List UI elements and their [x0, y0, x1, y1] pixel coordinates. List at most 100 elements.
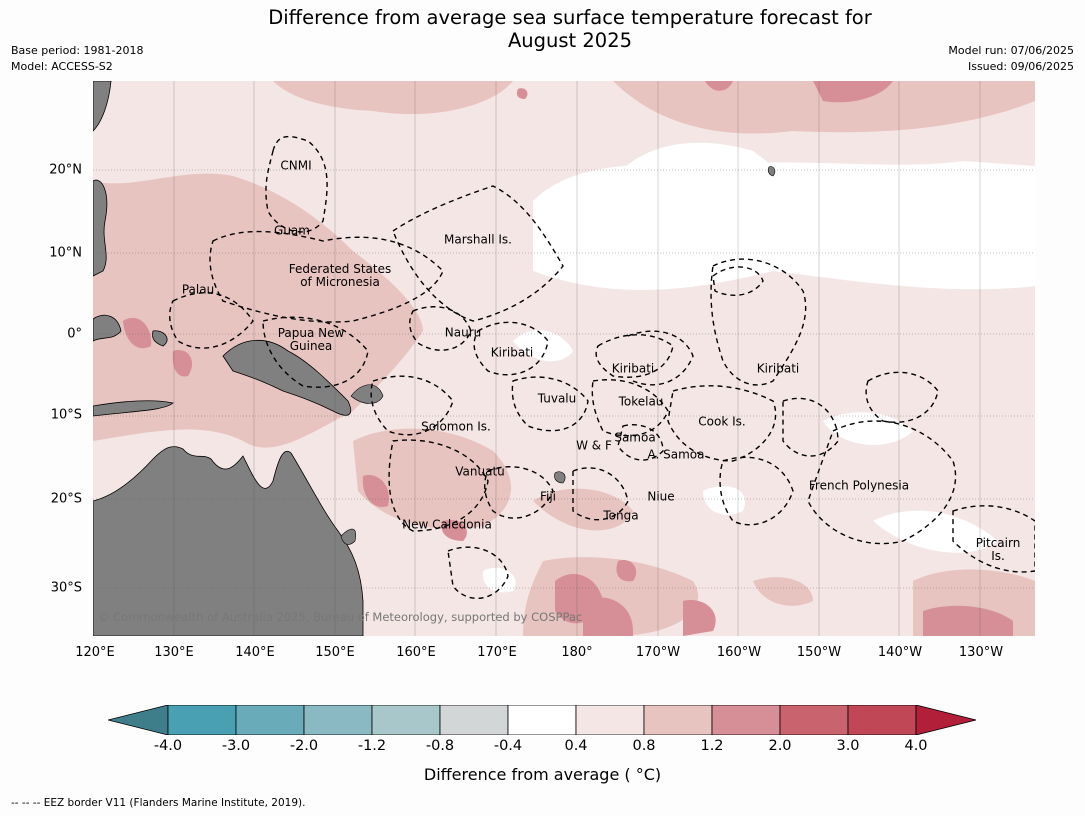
- lat-label: 10°S: [50, 407, 82, 423]
- base-period: Base period: 1981-2018: [11, 44, 144, 57]
- lon-label: 140°E: [235, 645, 275, 660]
- lat-label: 20°N: [49, 162, 82, 178]
- label-new-caledonia: New Caledonia: [402, 517, 492, 532]
- colorbar-segment: [439, 704, 509, 736]
- colorbar: [107, 704, 978, 736]
- lat-label: 20°S: [50, 491, 82, 507]
- label-american-samoa: A. Samoa: [647, 447, 705, 462]
- label-marshall-islands: Marshall Is.: [444, 232, 512, 247]
- lon-label: 140°W: [877, 645, 923, 660]
- lon-label: 170°E: [477, 645, 517, 660]
- hot-spot: [683, 600, 716, 636]
- philippines-landmass: [93, 179, 108, 277]
- lon-label: 130°E: [154, 645, 194, 660]
- label-kiribati-central: Kiribati: [611, 361, 655, 376]
- neutral-patch: [873, 510, 998, 553]
- copyright-notice: © Commonwealth of Australia 2025, Bureau…: [98, 610, 583, 624]
- label-png-line-2: Guinea: [289, 339, 333, 353]
- label-cook-islands: Cook Is.: [698, 414, 746, 429]
- label-niue: Niue: [647, 489, 675, 504]
- label-samoa: Samoa: [614, 430, 656, 445]
- map-title: Difference from average sea surface temp…: [180, 6, 960, 52]
- hot-spot: [616, 560, 637, 582]
- label-kiribati-east: Kiribati: [756, 361, 800, 376]
- lon-label: 150°W: [796, 645, 842, 660]
- colorbar-tick-label: 3.0: [836, 738, 860, 754]
- colorbar-tick-label: -1.2: [357, 738, 387, 754]
- hot-spot: [123, 317, 152, 349]
- colorbar-segment: [779, 704, 849, 736]
- colorbar-tick-label: 2.0: [768, 738, 792, 754]
- hot-spot: [813, 81, 893, 103]
- lon-label: 170°W: [635, 645, 681, 660]
- label-solomon-islands: Solomon Is.: [421, 419, 491, 434]
- sst-anomaly-map: [93, 81, 1035, 636]
- warm-region: [613, 81, 1035, 134]
- longitude-gridlines: [173, 81, 981, 636]
- warm-region: [273, 81, 513, 115]
- colorbar-tick-label: -3.0: [221, 738, 251, 754]
- meta-left: Base period: 1981-2018 Model: ACCESS-S2: [11, 43, 143, 75]
- title-line-2: August 2025: [507, 29, 633, 52]
- colorbar-tick-label: -4.0: [153, 738, 183, 754]
- meta-right: Model run: 07/06/2025 Issued: 09/06/2025: [948, 43, 1074, 75]
- timor-landmass: [93, 400, 174, 417]
- warm-region: [93, 173, 423, 448]
- issued-date: Issued: 09/06/2025: [967, 60, 1074, 73]
- colorbar-segment: [847, 704, 917, 736]
- colorbar-segment: [711, 704, 781, 736]
- label-png-line-1: Papua New: [277, 326, 345, 340]
- colorbar-segment: [575, 704, 645, 736]
- colorbar-tick-label: 0.4: [564, 738, 588, 754]
- neutral-patch: [703, 486, 745, 515]
- sulawesi-landmass: [93, 314, 122, 342]
- colorbar-segment: [371, 704, 441, 736]
- label-pitcairn-line-2: Is.: [991, 549, 1005, 563]
- lon-label: 160°E: [396, 645, 436, 660]
- warm-region: [353, 428, 512, 530]
- lon-label: 180°: [561, 645, 593, 660]
- lon-label: 120°E: [75, 645, 115, 660]
- warm-region: [753, 577, 813, 606]
- lat-label: 30°S: [50, 580, 82, 596]
- model-name: Model: ACCESS-S2: [11, 60, 113, 73]
- latitude-gridlines: [93, 169, 1035, 589]
- eez-borders: [169, 135, 1035, 600]
- label-fsm-line-1: Federated States: [288, 262, 392, 276]
- hot-spot: [705, 81, 733, 91]
- colorbar-tick-label: -2.0: [289, 738, 319, 754]
- neutral-patch: [823, 412, 913, 445]
- colorbar-extend-low: [107, 704, 169, 736]
- label-federated-states-micronesia: Federated States of Micronesia: [289, 263, 391, 289]
- lat-label: 0°: [67, 326, 82, 342]
- colorbar-segment: [507, 704, 577, 736]
- label-pitcairn-islands: Pitcairn Is.: [976, 537, 1021, 563]
- label-nauru: Nauru: [444, 325, 482, 340]
- neutral-patch: [513, 330, 573, 362]
- title-line-1: Difference from average sea surface temp…: [268, 6, 872, 29]
- colorbar-graphic: [107, 704, 977, 736]
- label-guam: Guam: [274, 223, 310, 238]
- halmahera-landmass: [152, 330, 168, 347]
- label-tonga: Tonga: [603, 508, 639, 523]
- colorbar-extend-high: [915, 704, 977, 736]
- new-guinea-landmass: [222, 339, 352, 416]
- label-wallis-futuna: W & F: [576, 438, 612, 453]
- colorbar-tick-label: 4.0: [904, 738, 928, 754]
- label-kiribati-west: Kiribati: [490, 345, 534, 360]
- hot-spot: [172, 350, 193, 377]
- label-tuvalu: Tuvalu: [537, 391, 577, 406]
- colorbar-tick-label: 1.2: [700, 738, 724, 754]
- colorbar-segment: [303, 704, 373, 736]
- label-vanuatu: Vanuatu: [455, 464, 505, 479]
- colorbar-segment: [643, 704, 713, 736]
- colorbar-tick-label: -0.8: [425, 738, 455, 754]
- bougainville-landmass: [350, 384, 384, 404]
- lon-label: 130°W: [958, 645, 1004, 660]
- luzon-landmass: [93, 81, 112, 132]
- hot-spot: [583, 597, 633, 636]
- map-canvas: [93, 81, 1035, 636]
- label-tokelau: Tokelau: [618, 394, 664, 409]
- label-french-polynesia: French Polynesia: [808, 478, 910, 493]
- eez-source-note: -- -- -- EEZ border V11 (Flanders Marine…: [11, 797, 306, 809]
